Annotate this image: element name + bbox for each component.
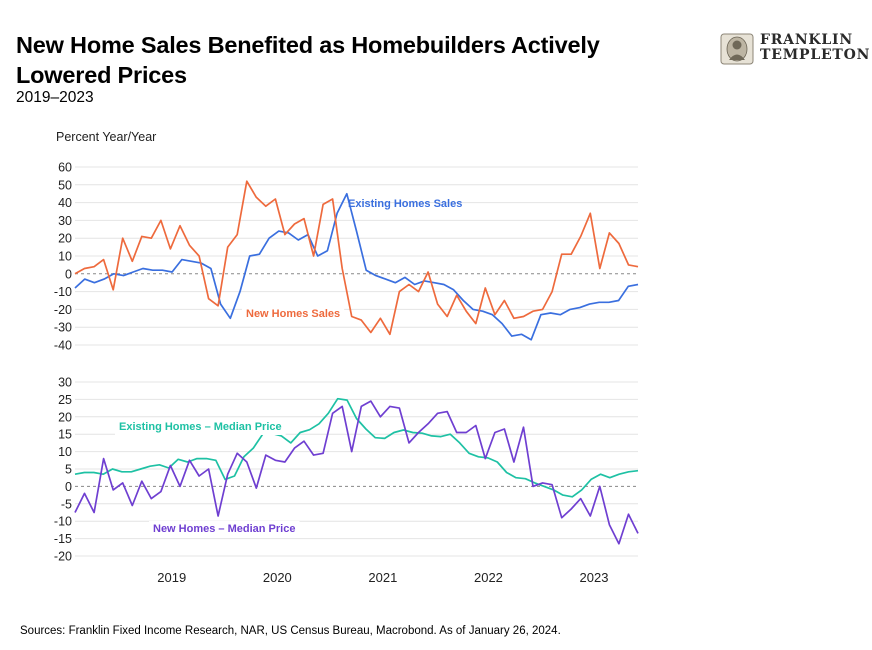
y-tick-label: -20: [54, 303, 72, 317]
x-tick-label: 2022: [474, 570, 503, 585]
y-tick-label: 0: [65, 480, 72, 494]
sales-chart-panel: 60 50 40 30 20 10 0 -10 -20 -30 -40 Percent Year/Ye…: [54, 130, 639, 353]
series-line-new-homes-sales: [74, 180, 639, 336]
y-tick-label: -10: [54, 285, 72, 299]
y-tick-label: 40: [58, 196, 72, 210]
series-label-background: [115, 419, 286, 435]
franklin-templeton-logo: FRANKLIN TEMPLETON: [720, 32, 869, 66]
series-label-background: [242, 306, 345, 322]
y-tick-label: 30: [58, 214, 72, 228]
series-label: New Homes Sales: [246, 308, 340, 320]
y-tick-label: -5: [61, 497, 72, 511]
y-tick-label: 0: [65, 267, 72, 281]
x-tick-label: 2020: [263, 570, 292, 585]
logo-wordmark: FRANKLIN TEMPLETON: [760, 33, 870, 63]
y-tick-label: 50: [58, 178, 72, 192]
y-tick-label: 25: [58, 393, 72, 407]
series-label: New Homes – Median Price: [153, 523, 295, 535]
series-line-existing-homes-median-price: [74, 397, 639, 498]
portrait-medallion-icon: [720, 33, 754, 65]
y-tick-label: 10: [58, 445, 72, 459]
x-tick-label: 2021: [368, 570, 397, 585]
y-tick-label: 10: [58, 250, 72, 264]
series-line-new-homes-median-price: [74, 400, 639, 545]
x-tick-label: 2023: [580, 570, 609, 585]
series-line-existing-homes-sales: [74, 192, 639, 341]
y-tick-label: -30: [54, 321, 72, 335]
y-tick-label: 15: [58, 428, 72, 442]
page-subtitle: 2019–2023: [16, 89, 94, 106]
series-labels: Existing Homes Sales New Homes Sales Exist…: [115, 198, 462, 537]
y-tick-label: -10: [54, 515, 72, 529]
y-tick-label: -20: [54, 550, 72, 564]
y-tick-label: 5: [65, 463, 72, 477]
page-title: New Home Sales Benefited as Homebuilders…: [16, 32, 600, 88]
series-label: Existing Homes – Median Price: [119, 421, 282, 433]
y-tick-label: -15: [54, 532, 72, 546]
y-tick-label: 20: [58, 410, 72, 424]
x-tick-label: 2019: [157, 570, 186, 585]
y-tick-label: 60: [58, 161, 72, 175]
logo-line-2: TEMPLETON: [760, 47, 871, 63]
y-axis-label: Percent Year/Year: [56, 130, 156, 144]
price-chart-panel: 30 25 20 15 10 5 0 -5 -10 -15 -20 2019 2020 2021 2022 2…: [54, 376, 639, 585]
series-label-background: [149, 521, 300, 537]
y-tick-label: -40: [54, 339, 72, 353]
y-tick-label: 20: [58, 232, 72, 246]
y-tick-label: 30: [58, 376, 72, 390]
source-note: Sources: Franklin Fixed Income Research,…: [20, 625, 561, 637]
logo-line-1: FRANKLIN: [760, 32, 853, 48]
series-label: Existing Homes Sales: [348, 198, 462, 210]
